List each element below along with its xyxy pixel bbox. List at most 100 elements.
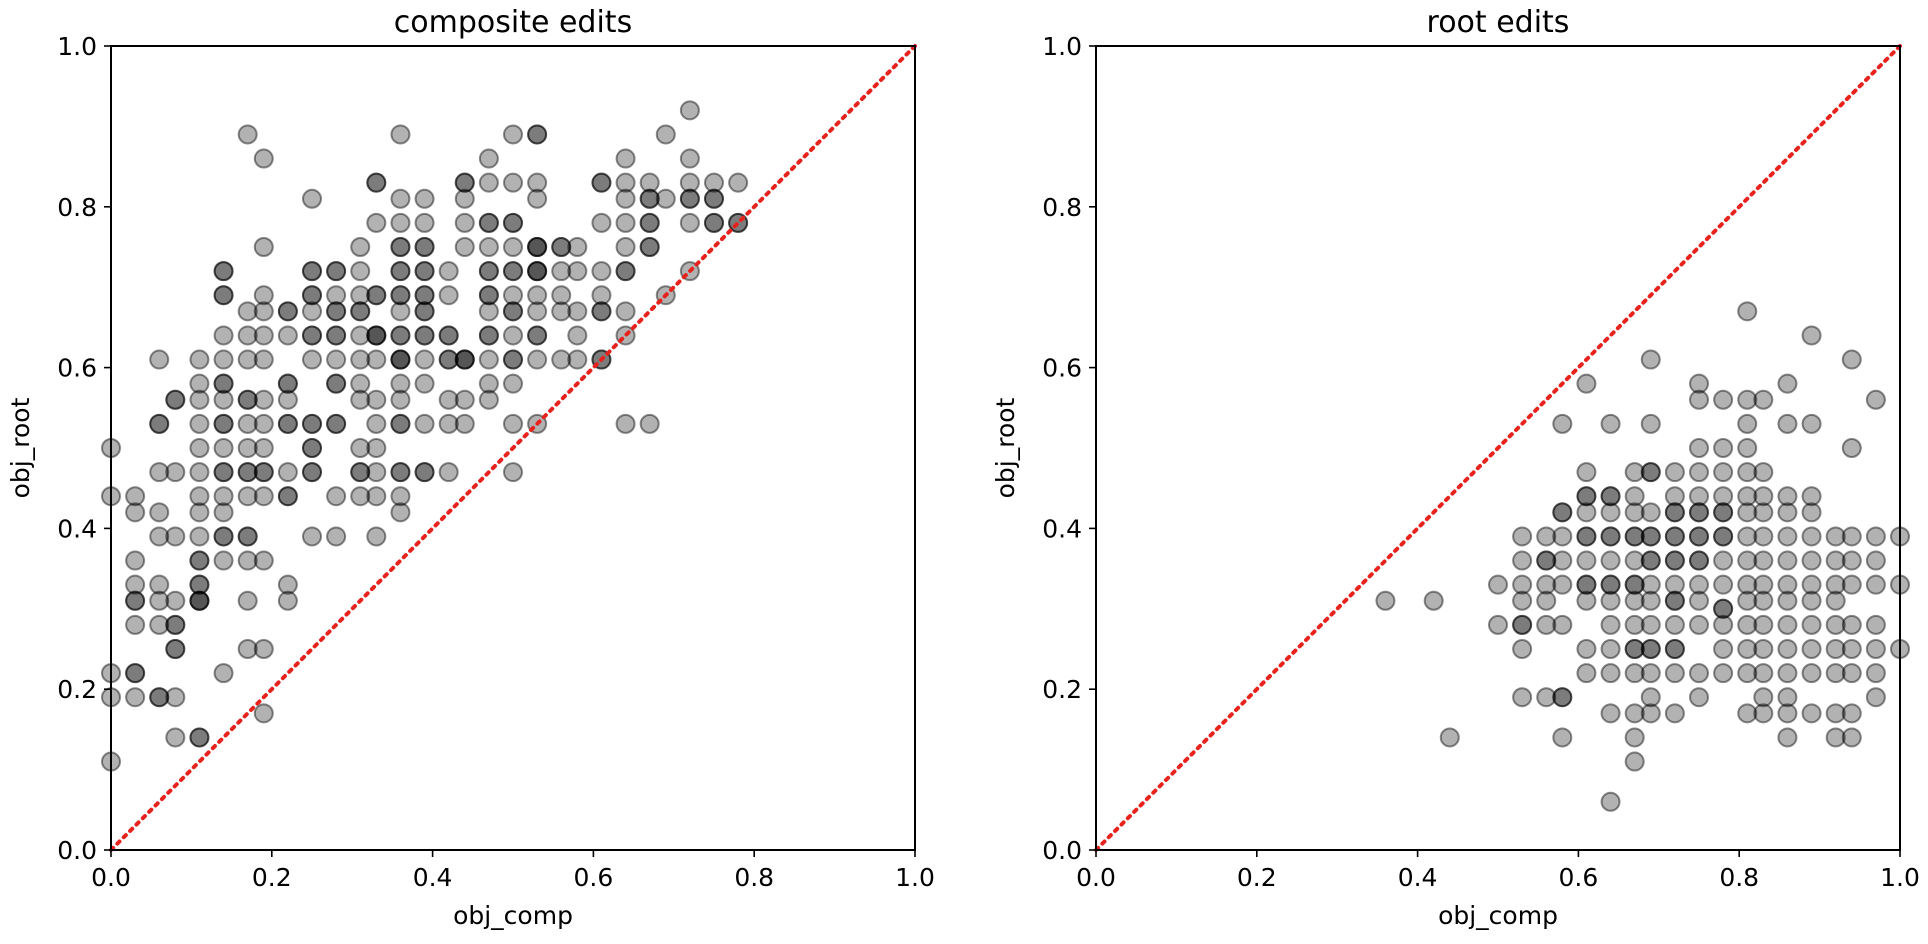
data-point [326,261,347,282]
data-point [454,237,475,257]
data-point [478,237,499,257]
data-point [639,237,660,257]
data-point [366,526,387,547]
data-point [302,261,322,282]
data-point [639,237,660,257]
data-point [454,172,475,193]
data-point [478,389,499,410]
data-point [438,413,459,434]
data-point [1536,590,1557,611]
data-point [277,373,298,394]
data-point [350,438,371,458]
data-point [326,526,347,547]
data-point [1825,574,1846,595]
data-point [527,261,548,282]
data-point [1664,526,1685,547]
data-point [1512,614,1533,635]
data-point [237,438,258,458]
data-point [454,389,475,410]
data-point [1664,550,1685,571]
data-point [1841,438,1862,458]
data-point [237,550,258,571]
data-point [253,703,274,724]
data-point [1600,791,1621,812]
data-point [149,574,170,595]
data-point [366,486,387,507]
data-point [414,373,435,394]
data-point [478,325,499,346]
y-tick-label: 0.0 [1042,836,1082,865]
data-point [1777,703,1798,724]
data-point [1536,526,1557,547]
data-point [567,261,588,282]
data-point [1640,703,1661,724]
data-point [1825,526,1846,547]
data-point [1576,526,1597,547]
data-point [189,413,210,434]
data-point [679,148,700,169]
data-point [125,590,146,611]
data-point [366,325,387,346]
data-point [189,502,210,523]
data-point [390,462,411,483]
data-point [1825,663,1846,684]
data-point [253,349,274,370]
data-point [237,389,258,410]
data-point [213,550,234,571]
data-point [350,486,371,507]
data-point [503,212,523,233]
data-point [1825,703,1846,724]
data-point [1689,462,1709,483]
data-point [165,526,186,547]
data-point [503,462,523,483]
data-point [1753,526,1774,547]
data-point [1841,703,1862,724]
data-point [1624,590,1645,611]
data-point [1552,614,1573,635]
data-point [527,124,548,145]
data-point [1640,574,1661,595]
data-point [1841,614,1862,635]
data-point [237,389,258,410]
data-point [326,301,347,322]
data-point [1512,590,1533,611]
data-point [302,325,322,346]
data-point [438,462,459,483]
data-point [213,285,234,306]
data-point [1865,550,1886,571]
data-point [366,413,387,434]
data-point [1536,550,1557,571]
data-point [438,325,459,346]
data-point [213,462,234,483]
data-point [1552,502,1573,523]
data-point [454,188,475,209]
data-point [1664,502,1685,523]
data-point [1600,703,1621,724]
data-point [277,413,298,434]
data-point [567,301,588,322]
data-point [1713,663,1734,684]
data-point [277,373,298,394]
data-point [679,212,700,233]
data-point [1624,751,1645,772]
data-point [704,188,724,209]
data-point [639,413,660,434]
data-point [125,550,146,571]
data-point [1713,526,1734,547]
data-point [1777,502,1798,523]
data-point [655,188,676,209]
data-point [1423,590,1444,611]
data-point [478,261,499,282]
data-point [1600,574,1621,595]
data-point [1664,502,1685,523]
data-point [149,349,170,370]
data-point [350,462,371,483]
data-point [478,261,499,282]
data-point [414,325,435,346]
data-point [253,148,274,169]
data-point [390,285,411,306]
data-point [527,124,548,145]
data-point [237,462,258,483]
data-point [1640,462,1661,483]
data-point [165,389,186,410]
